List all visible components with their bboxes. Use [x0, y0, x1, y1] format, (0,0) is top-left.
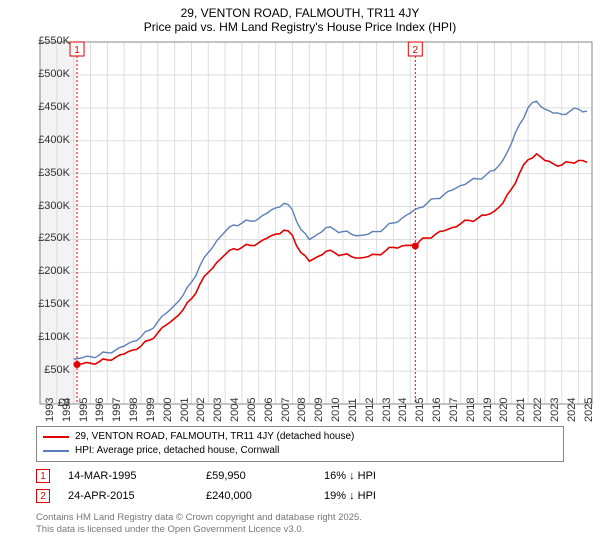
y-axis-label: £300K	[30, 200, 70, 212]
y-axis-label: £350K	[30, 167, 70, 179]
legend-label: HPI: Average price, detached house, Corn…	[75, 444, 279, 458]
y-axis-label: £450K	[30, 101, 70, 113]
x-axis-label: 1997	[111, 398, 123, 422]
chart-area: 12 £0£50K£100K£150K£200K£250K£300K£350K£…	[36, 38, 596, 418]
x-axis-label: 2014	[397, 398, 409, 422]
y-axis-label: £200K	[30, 265, 70, 277]
sale-row: 2 24-APR-2015 £240,000 19% ↓ HPI	[36, 486, 564, 506]
chart-title: 29, VENTON ROAD, FALMOUTH, TR11 4JY	[0, 0, 600, 20]
x-axis-label: 1996	[94, 398, 106, 422]
legend-item: HPI: Average price, detached house, Corn…	[43, 444, 557, 458]
footer-line: Contains HM Land Registry data © Crown c…	[36, 512, 564, 524]
x-axis-label: 2023	[549, 398, 561, 422]
chart-subtitle: Price paid vs. HM Land Registry's House …	[0, 20, 600, 38]
x-axis-label: 2019	[482, 398, 494, 422]
x-axis-label: 2003	[212, 398, 224, 422]
x-axis-label: 2016	[431, 398, 443, 422]
x-axis-label: 2009	[313, 398, 325, 422]
legend-swatch	[43, 450, 69, 452]
footer-line: This data is licensed under the Open Gov…	[36, 524, 564, 536]
x-axis-label: 1995	[78, 398, 90, 422]
x-axis-label: 2012	[364, 398, 376, 422]
x-axis-label: 2006	[263, 398, 275, 422]
sale-comparison: 16% ↓ HPI	[324, 470, 424, 482]
x-axis-label: 1993	[44, 398, 56, 422]
y-axis-label: £250K	[30, 232, 70, 244]
x-axis-label: 2015	[414, 398, 426, 422]
sale-marker-box: 1	[36, 469, 50, 483]
footer: Contains HM Land Registry data © Crown c…	[36, 512, 564, 536]
chart-svg: 12	[36, 38, 596, 418]
y-axis-label: £500K	[30, 68, 70, 80]
sale-row: 1 14-MAR-1995 £59,950 16% ↓ HPI	[36, 466, 564, 486]
sales-table: 1 14-MAR-1995 £59,950 16% ↓ HPI 2 24-APR…	[36, 466, 564, 506]
x-axis-label: 2025	[583, 398, 595, 422]
y-axis-label: £50K	[30, 364, 70, 376]
y-axis-label: £400K	[30, 134, 70, 146]
x-axis-label: 2002	[195, 398, 207, 422]
legend: 29, VENTON ROAD, FALMOUTH, TR11 4JY (det…	[36, 426, 564, 462]
x-axis-label: 2024	[566, 398, 578, 422]
sale-price: £240,000	[206, 490, 306, 502]
legend-label: 29, VENTON ROAD, FALMOUTH, TR11 4JY (det…	[75, 430, 354, 444]
x-axis-label: 1994	[61, 398, 73, 422]
x-axis-label: 2000	[162, 398, 174, 422]
legend-swatch	[43, 436, 69, 438]
x-axis-label: 2013	[381, 398, 393, 422]
x-axis-label: 2004	[229, 398, 241, 422]
sale-date: 24-APR-2015	[68, 490, 188, 502]
x-axis-label: 2001	[179, 398, 191, 422]
legend-item: 29, VENTON ROAD, FALMOUTH, TR11 4JY (det…	[43, 430, 557, 444]
x-axis-label: 2005	[246, 398, 258, 422]
x-axis-label: 2008	[296, 398, 308, 422]
x-axis-label: 2021	[515, 398, 527, 422]
svg-text:2: 2	[413, 45, 419, 56]
x-axis-label: 2017	[448, 398, 460, 422]
sale-marker-box: 2	[36, 489, 50, 503]
x-axis-label: 2020	[498, 398, 510, 422]
x-axis-label: 1999	[145, 398, 157, 422]
x-axis-label: 2011	[347, 398, 359, 422]
sale-comparison: 19% ↓ HPI	[324, 490, 424, 502]
y-axis-label: £550K	[30, 35, 70, 47]
svg-text:1: 1	[74, 45, 80, 56]
x-axis-label: 1998	[128, 398, 140, 422]
sale-date: 14-MAR-1995	[68, 470, 188, 482]
y-axis-label: £150K	[30, 298, 70, 310]
sale-price: £59,950	[206, 470, 306, 482]
y-axis-label: £100K	[30, 331, 70, 343]
x-axis-label: 2010	[330, 398, 342, 422]
x-axis-label: 2018	[465, 398, 477, 422]
x-axis-label: 2007	[280, 398, 292, 422]
x-axis-label: 2022	[532, 398, 544, 422]
